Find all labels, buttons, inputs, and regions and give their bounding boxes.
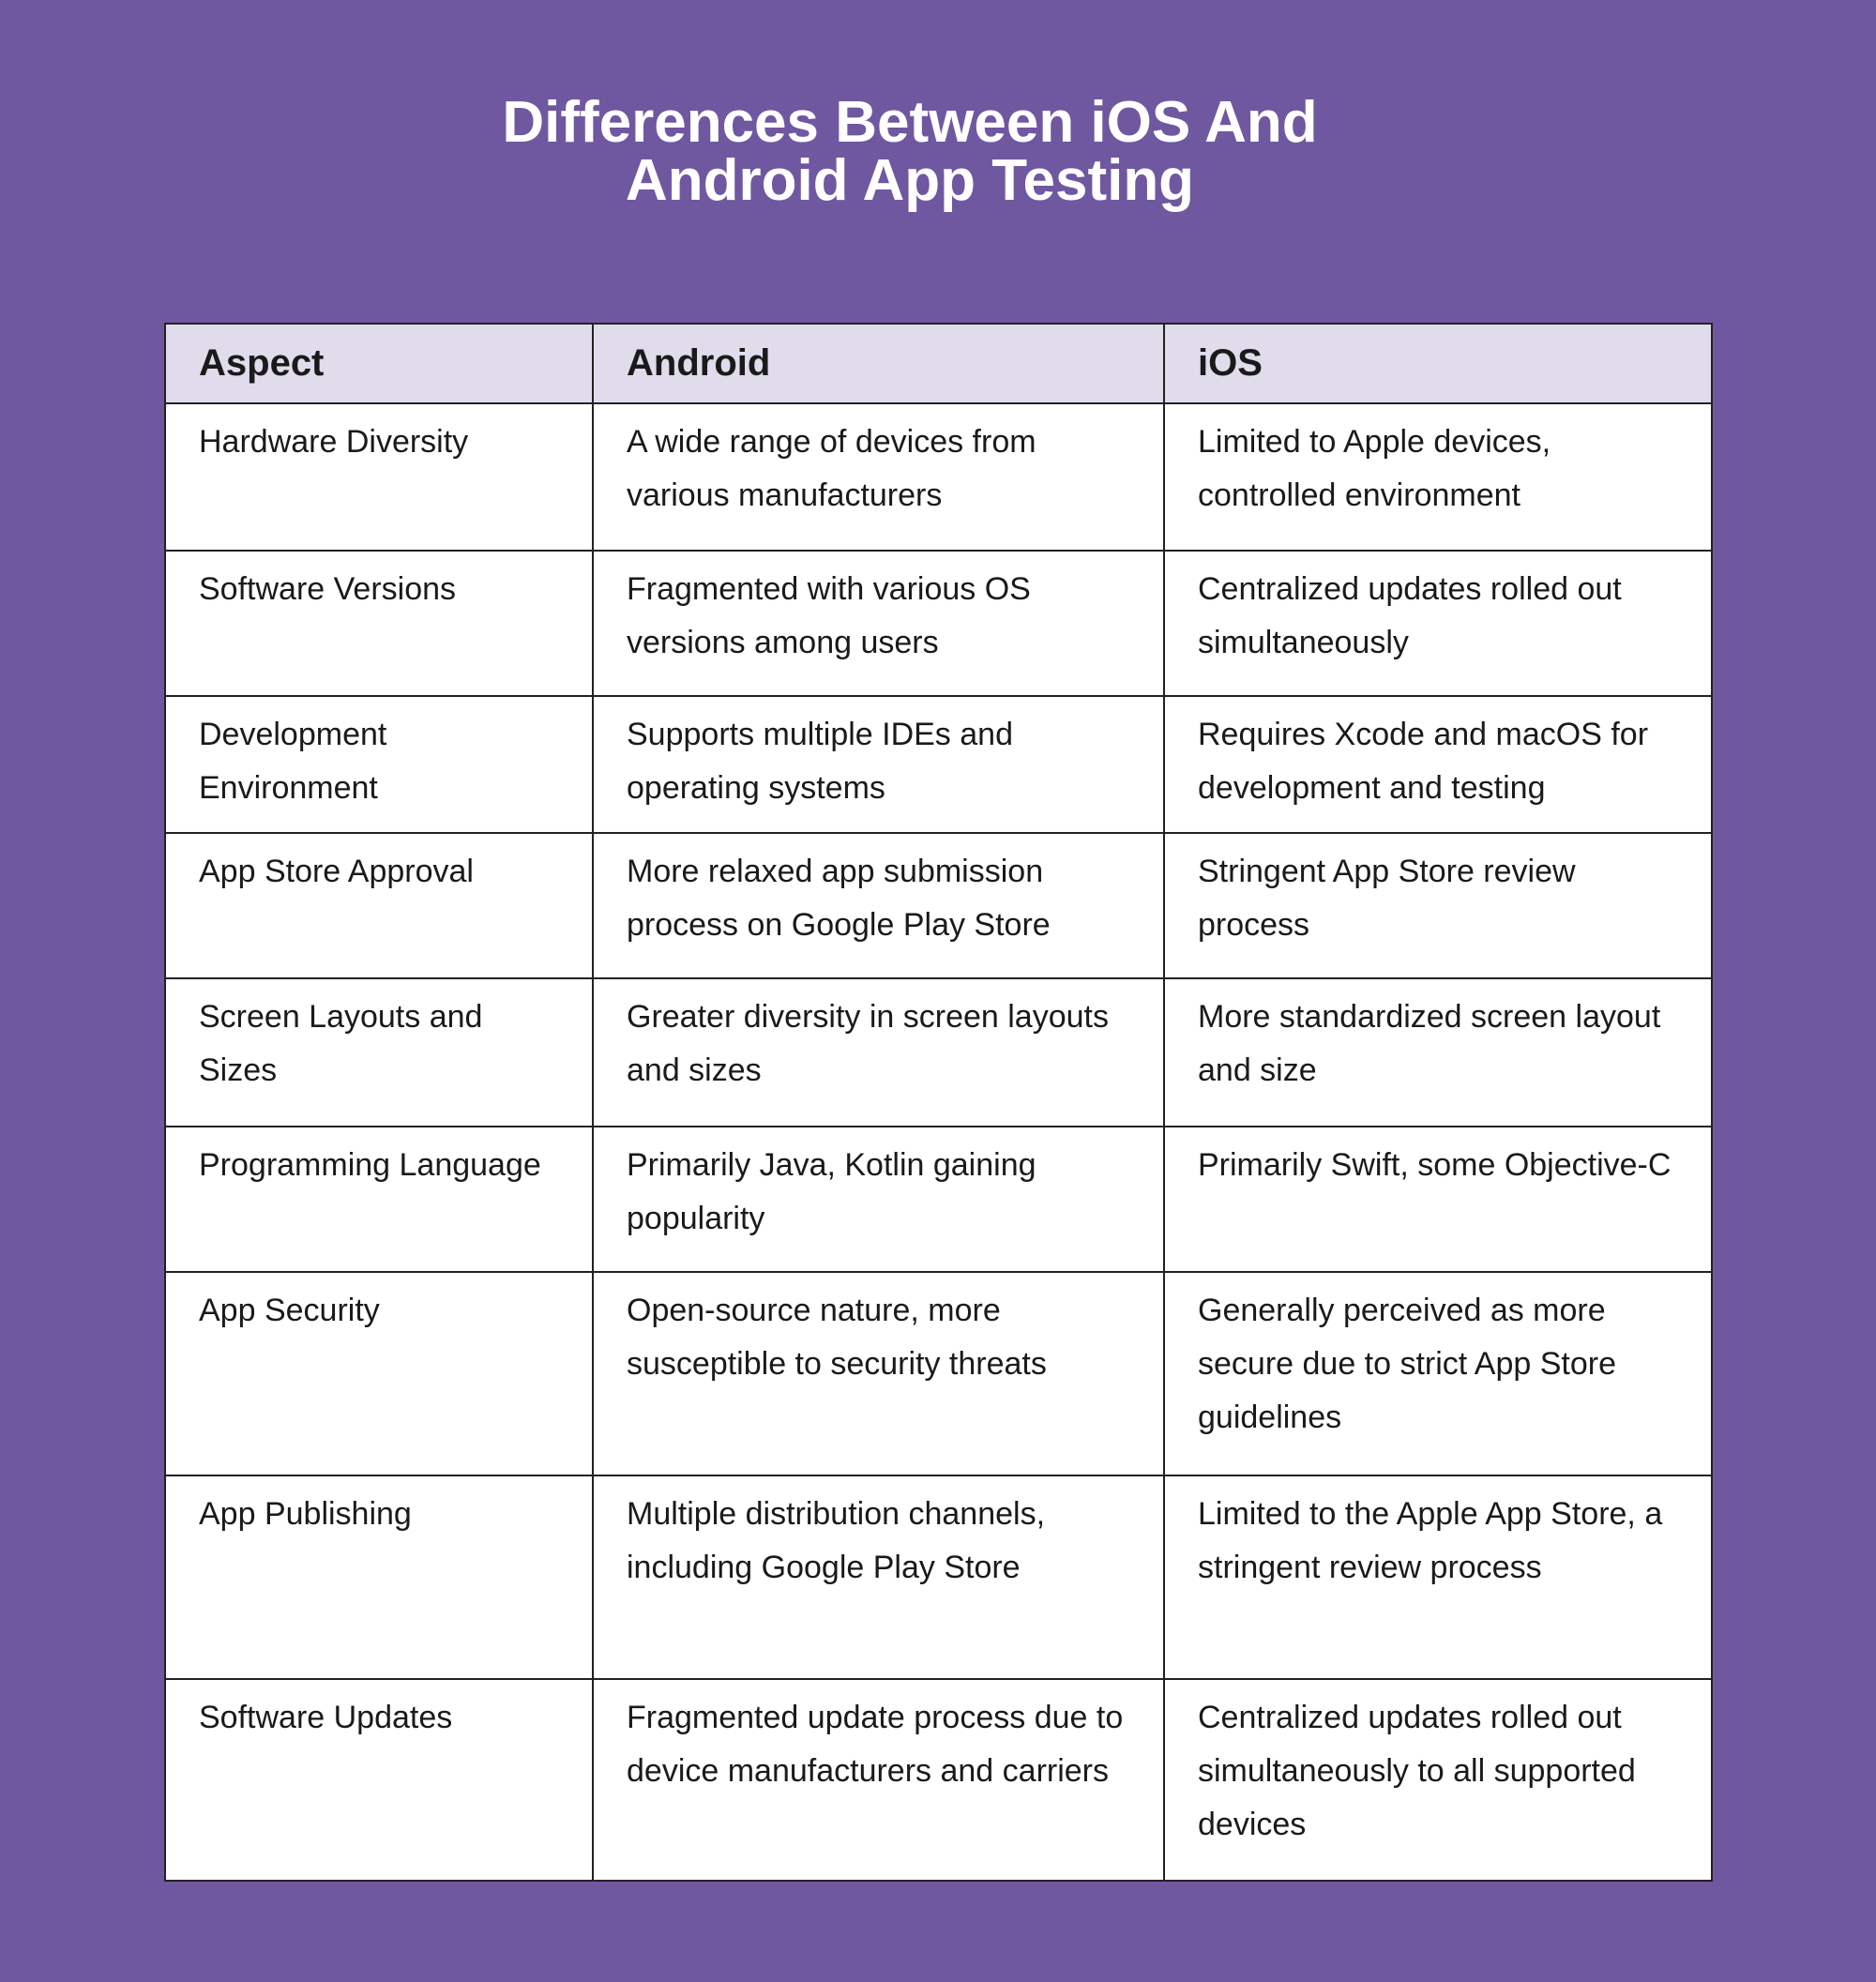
header-row: Aspect Android iOS bbox=[164, 323, 1713, 404]
cell-ios: Requires Xcode and macOS for development… bbox=[1163, 695, 1713, 834]
table-row: Development Environment Supports multiple… bbox=[164, 695, 1713, 834]
cell-ios: Limited to the Apple App Store, a string… bbox=[1163, 1475, 1713, 1680]
cell-android: Open-source nature, more susceptible to … bbox=[592, 1271, 1165, 1476]
title-line-1: Differences Between iOS And bbox=[502, 90, 1318, 155]
header-android: Android bbox=[592, 323, 1165, 404]
cell-ios: Stringent App Store review process bbox=[1163, 832, 1713, 979]
table-row: Screen Layouts and Sizes Greater diversit… bbox=[164, 977, 1713, 1127]
cell-android: More relaxed app submission process on G… bbox=[592, 832, 1165, 979]
cell-ios: Limited to Apple devices, controlled env… bbox=[1163, 402, 1713, 552]
cell-ios: More standardized screen layout and size bbox=[1163, 977, 1713, 1127]
cell-ios: Centralized updates rolled out simultane… bbox=[1163, 1678, 1713, 1882]
cell-android: Multiple distribution channels, includin… bbox=[592, 1475, 1165, 1680]
cell-android: Fragmented update process due to device … bbox=[592, 1678, 1165, 1882]
table-row: Software Versions Fragmented with various… bbox=[164, 550, 1713, 697]
cell-aspect: Screen Layouts and Sizes bbox=[164, 977, 594, 1127]
table-row: App Security Open-source nature, more sus… bbox=[164, 1271, 1713, 1476]
cell-aspect: Software Updates bbox=[164, 1678, 594, 1882]
cell-aspect: Software Versions bbox=[164, 550, 594, 697]
cell-android: Primarily Java, Kotlin gaining popularit… bbox=[592, 1126, 1165, 1273]
cell-android: Greater diversity in screen layouts and … bbox=[592, 977, 1165, 1127]
table-row: App Publishing Multiple distribution chan… bbox=[164, 1475, 1713, 1680]
cell-aspect: App Store Approval bbox=[164, 832, 594, 979]
comparison-table: Aspect Android iOS Hardware Diversity A w… bbox=[164, 323, 1713, 1882]
cell-aspect: Programming Language bbox=[164, 1126, 594, 1273]
cell-aspect: Hardware Diversity bbox=[164, 402, 594, 552]
page-title: Differences Between iOS And Android App … bbox=[0, 94, 1820, 210]
table-row: App Store Approval More relaxed app submi… bbox=[164, 832, 1713, 979]
header-ios: iOS bbox=[1163, 323, 1713, 404]
cell-aspect: Development Environment bbox=[164, 695, 594, 834]
cell-aspect: App Security bbox=[164, 1271, 594, 1476]
table-row: Software Updates Fragmented update proces… bbox=[164, 1678, 1713, 1882]
cell-android: Fragmented with various OS versions amon… bbox=[592, 550, 1165, 697]
cell-ios: Centralized updates rolled out simultane… bbox=[1163, 550, 1713, 697]
header-aspect: Aspect bbox=[164, 323, 594, 404]
cell-android: A wide range of devices from various man… bbox=[592, 402, 1165, 552]
title-line-2: Android App Testing bbox=[625, 148, 1195, 213]
cell-ios: Generally perceived as more secure due t… bbox=[1163, 1271, 1713, 1476]
cell-ios: Primarily Swift, some Objective-C bbox=[1163, 1126, 1713, 1273]
table-row: Programming Language Primarily Java, Kotl… bbox=[164, 1126, 1713, 1273]
table-row: Hardware Diversity A wide range of device… bbox=[164, 402, 1713, 552]
cell-aspect: App Publishing bbox=[164, 1475, 594, 1680]
cell-android: Supports multiple IDEs and operating sys… bbox=[592, 695, 1165, 834]
